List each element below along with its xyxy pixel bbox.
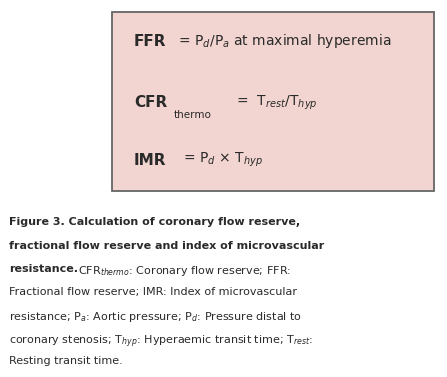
Text: Resting transit time.: Resting transit time. <box>9 356 122 366</box>
Text: CFR: CFR <box>134 95 167 110</box>
Text: resistance; P$_a$: Aortic pressure; P$_d$: Pressure distal to: resistance; P$_a$: Aortic pressure; P$_d… <box>9 310 302 324</box>
Text: = P$_d$/P$_a$ at maximal hyperemia: = P$_d$/P$_a$ at maximal hyperemia <box>174 32 392 50</box>
Text: thermo: thermo <box>173 110 211 120</box>
Text: FFR: FFR <box>134 34 167 49</box>
Text: IMR: IMR <box>134 153 167 168</box>
Text: =  T$_{rest}$/T$_{hyp}$: = T$_{rest}$/T$_{hyp}$ <box>232 93 318 112</box>
Text: Figure 3. Calculation of coronary flow reserve,: Figure 3. Calculation of coronary flow r… <box>9 218 300 227</box>
Text: Fractional flow reserve; IMR: Index of microvascular: Fractional flow reserve; IMR: Index of m… <box>9 287 297 297</box>
Text: resistance.: resistance. <box>9 264 78 274</box>
Text: coronary stenosis; T$_{hyp}$: Hyperaemic transit time; T$_{rest}$:: coronary stenosis; T$_{hyp}$: Hyperaemic… <box>9 333 313 349</box>
Text: fractional flow reserve and index of microvascular: fractional flow reserve and index of mic… <box>9 241 324 251</box>
Text: = P$_d$ × T$_{hyp}$: = P$_d$ × T$_{hyp}$ <box>179 151 263 169</box>
Text: CFR$_{thermo}$: Coronary flow reserve; FFR:: CFR$_{thermo}$: Coronary flow reserve; F… <box>78 264 291 278</box>
FancyBboxPatch shape <box>112 12 434 191</box>
